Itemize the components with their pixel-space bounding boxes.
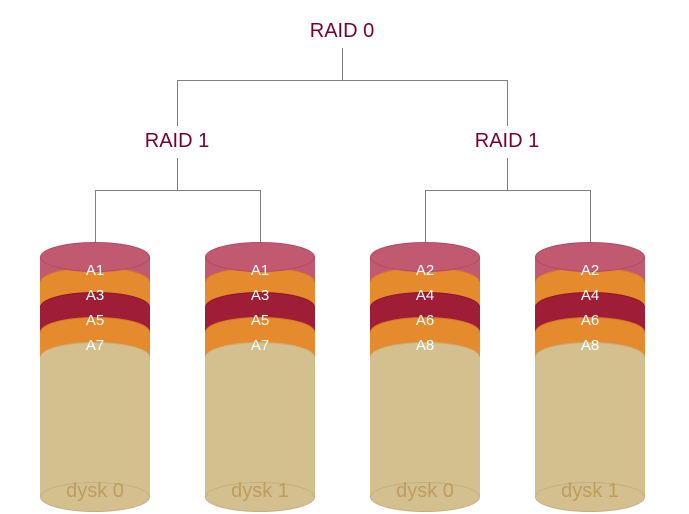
- raid-diagram: RAID 0 RAID 1 RAID 1 A1 A3 A5 A7 dysk 0 A1 A3 A5 A7…: [0, 0, 689, 514]
- disk-3: A2 A4 A6 A8: [535, 242, 645, 502]
- disk-label-1: dysk 1: [210, 480, 310, 503]
- stripe-label: A2: [370, 262, 480, 279]
- disk-label-3: dysk 1: [540, 480, 640, 503]
- disk-0: A1 A3 A5 A7: [40, 242, 150, 502]
- disk-label-0: dysk 0: [45, 480, 145, 503]
- group-label-1: RAID 1: [447, 130, 567, 153]
- stripe-label: A5: [205, 312, 315, 329]
- stripe-label: A4: [535, 287, 645, 304]
- root-label: RAID 0: [282, 20, 402, 43]
- stripe-label: A3: [205, 287, 315, 304]
- stripe-label: A7: [40, 337, 150, 354]
- stripe-label: A8: [370, 337, 480, 354]
- stripe-label: A6: [535, 312, 645, 329]
- stripe-label: A2: [535, 262, 645, 279]
- disk-2: A2 A4 A6 A8: [370, 242, 480, 502]
- stripe-label: A7: [205, 337, 315, 354]
- stripe-label: A4: [370, 287, 480, 304]
- stripe-label: A1: [205, 262, 315, 279]
- stripe-label: A6: [370, 312, 480, 329]
- stripe-label: A5: [40, 312, 150, 329]
- stripe-label: A8: [535, 337, 645, 354]
- group-label-0: RAID 1: [117, 130, 237, 153]
- disk-1: A1 A3 A5 A7: [205, 242, 315, 502]
- stripe-label: A3: [40, 287, 150, 304]
- stripe-label: A1: [40, 262, 150, 279]
- disk-label-2: dysk 0: [375, 480, 475, 503]
